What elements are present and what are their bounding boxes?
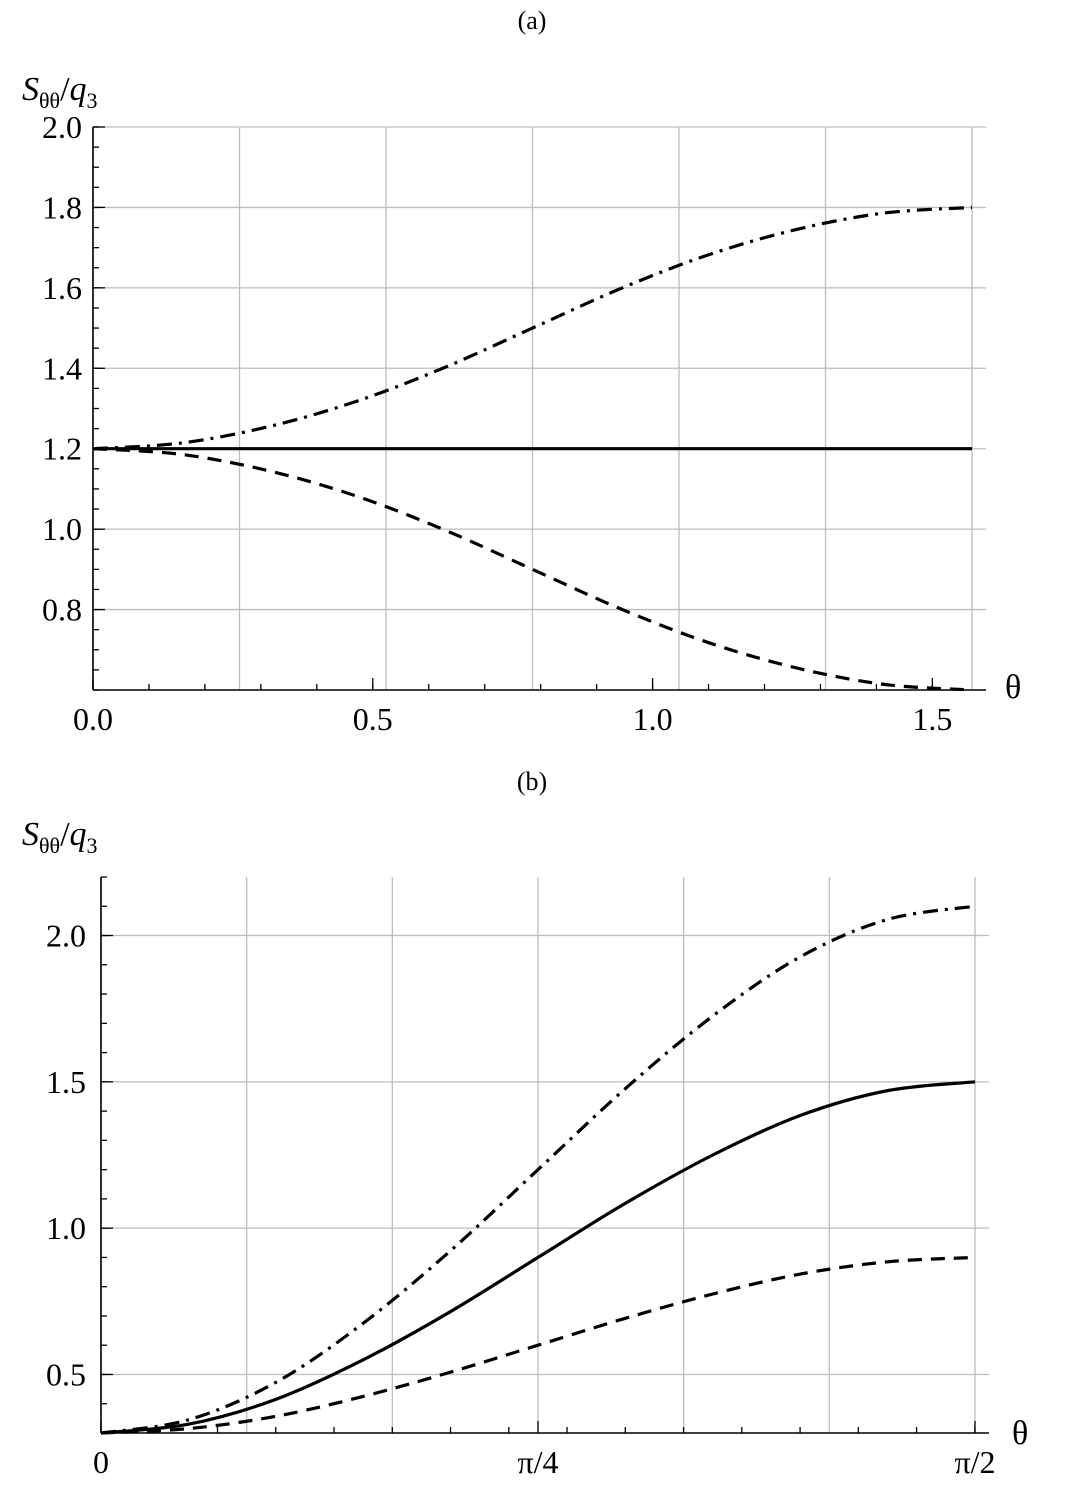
curve-dashed-a: [92, 447, 973, 692]
x-tick-label-a-0: 0.0: [73, 701, 113, 737]
y-tick-label-a-2: 1.2: [42, 431, 82, 467]
y-tick-label-a-0: 0.8: [42, 592, 82, 628]
y-tick-label-a-1: 1.0: [42, 511, 82, 547]
curve-dashdot-a: [92, 205, 973, 451]
y-tick-label-b-1: 1.0: [46, 1210, 86, 1246]
curve-dashdot-b: [100, 904, 976, 1435]
curve-dashed-b: [100, 1255, 976, 1435]
y-tick-label-a-4: 1.6: [42, 270, 82, 306]
panel-a: (a) Sθθ/q3 θ 0.0 0.5 1.0 1.5 0.8 1.0 1.2 1.4 1.6…: [22, 6, 1021, 737]
x-tick-label-b-0: 0: [93, 1444, 109, 1480]
y-axis-label-b: Sθθ/q3: [22, 816, 98, 858]
x-tick-label-a-3: 1.5: [912, 701, 952, 737]
panel-b: (b) Sθθ/q3 θ 0 π/4 π/2 0.5 1.0 1.5 2.0: [22, 767, 1028, 1480]
x-axis-label-b: θ: [1012, 1415, 1028, 1452]
x-axis-label-a: θ: [1005, 669, 1021, 706]
panel-label-a: (a): [518, 6, 547, 35]
y-tick-label-b-0: 0.5: [46, 1356, 86, 1392]
x-tick-label-b-1: π/4: [517, 1444, 558, 1480]
y-tick-label-a-3: 1.4: [42, 350, 82, 386]
y-tick-label-b-3: 2.0: [46, 918, 86, 954]
y-axis-label-a: Sθθ/q3: [22, 71, 98, 113]
x-tick-label-b-2: π/2: [954, 1444, 995, 1480]
x-tick-label-a-2: 1.0: [633, 701, 673, 737]
curve-solid-b: [100, 1080, 976, 1435]
x-tick-label-a-1: 0.5: [353, 701, 393, 737]
y-tick-label-a-6: 2.0: [42, 109, 82, 145]
y-tick-label-a-5: 1.8: [42, 189, 82, 225]
y-tick-label-b-2: 1.5: [46, 1064, 86, 1100]
panel-label-b: (b): [517, 767, 547, 796]
